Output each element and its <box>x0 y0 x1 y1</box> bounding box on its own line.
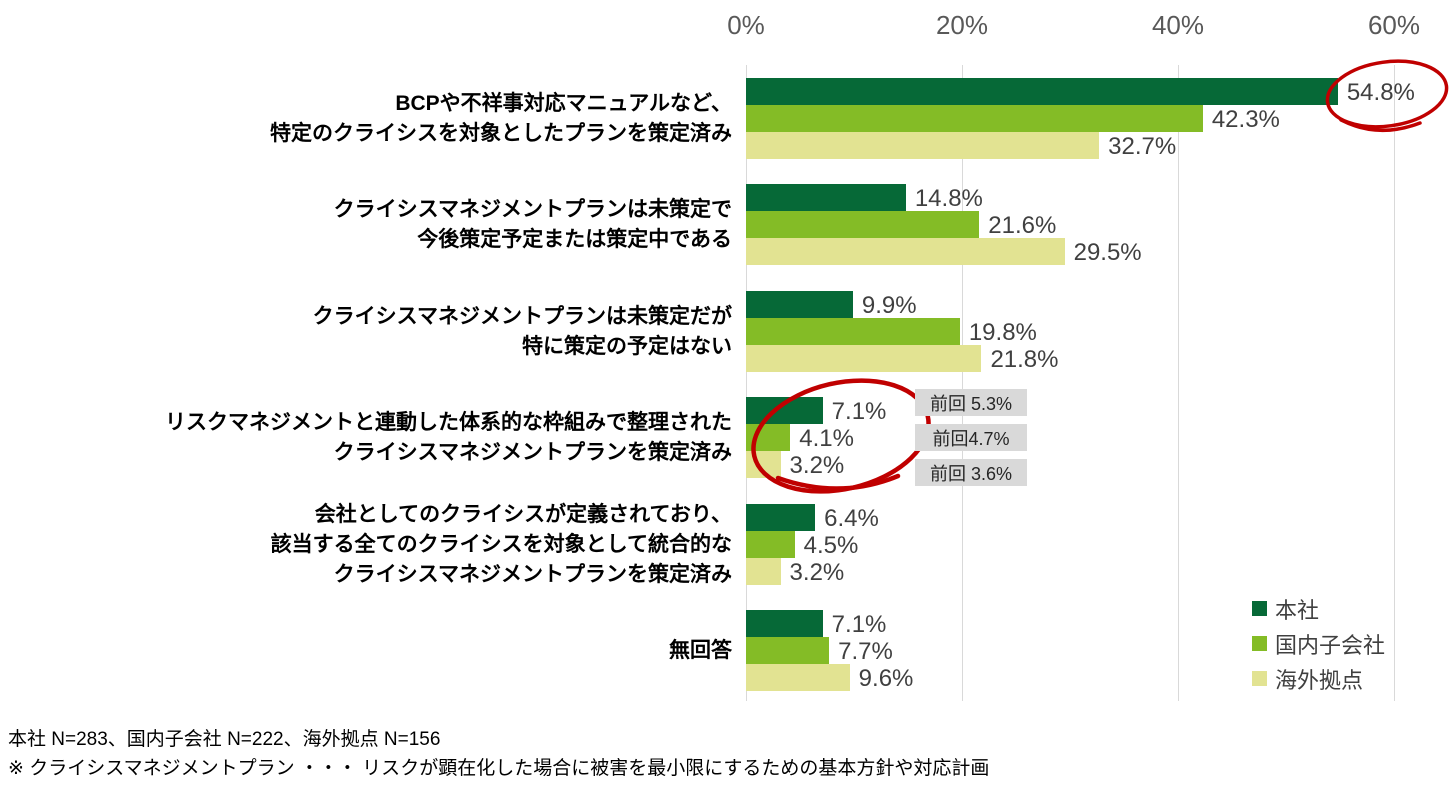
gridline <box>962 65 963 701</box>
category-label-line: BCPや不祥事対応マニュアルなど、 <box>395 91 732 115</box>
value-label: 4.1% <box>799 425 854 452</box>
bar-series-1 <box>746 424 791 451</box>
value-label: 3.2% <box>789 559 845 586</box>
bar-series-0 <box>746 78 1338 105</box>
category-label: BCPや不祥事対応マニュアルなど、特定のクライシスを対象としたプランを策定済み <box>10 73 732 164</box>
legend-label: 国内子会社 <box>1275 632 1386 658</box>
category-label-line: クライシスマネジメントプランを策定済み <box>333 440 732 464</box>
bar-series-1 <box>746 531 795 558</box>
category-label-line: クライシスマネジメントプランは未策定で <box>333 197 732 221</box>
bar-series-2 <box>746 238 1065 265</box>
bar-series-2 <box>746 558 781 585</box>
category-label-line: 特定のクライシスを対象としたプランを策定済み <box>270 121 732 145</box>
category-label-line: クライシスマネジメントプランは未策定だが <box>312 304 732 328</box>
bar-series-2 <box>746 451 781 478</box>
value-label: 7.1% <box>831 398 887 425</box>
bar-series-0 <box>746 610 823 637</box>
x-axis-tick-label: 60% <box>1367 10 1421 40</box>
category-label-line: 特に策定の予定はない <box>522 334 732 358</box>
value-label: 9.6% <box>858 665 914 692</box>
category-label: リスクマネジメントと連動した体系的な枠組みで整理されたクライシスマネジメントプラ… <box>10 392 732 483</box>
bar-series-2 <box>746 345 982 372</box>
category-label: 会社としてのクライシスが定義されており、該当する全てのクライシスを対象として統合… <box>10 499 732 590</box>
gridline <box>746 65 747 701</box>
category-label-line: リスクマネジメントと連動した体系的な枠組みで整理された <box>165 410 732 434</box>
bar-series-2 <box>746 132 1100 159</box>
previous-value-box: 前回4.7% <box>915 424 1027 451</box>
legend-label: 本社 <box>1275 597 1320 623</box>
value-label: 7.7% <box>838 638 893 665</box>
value-label: 7.1% <box>831 611 887 638</box>
legend-item: 海外拠点 <box>1252 661 1363 696</box>
previous-value-box: 前回 5.3% <box>915 389 1027 416</box>
bar-series-1 <box>746 105 1203 132</box>
gridline <box>1394 65 1395 701</box>
circle-annotation-54-8-tail <box>1339 118 1422 132</box>
footer-sample-sizes: 本社 N=283、国内子会社 N=222、海外拠点 N=156 <box>8 729 441 750</box>
x-axis-tick-label: 20% <box>935 10 989 40</box>
legend-swatch <box>1252 636 1267 651</box>
bar-series-1 <box>746 211 980 238</box>
value-label: 21.8% <box>990 346 1059 373</box>
legend-swatch <box>1252 601 1267 616</box>
bar-series-0 <box>746 184 906 211</box>
value-label: 32.7% <box>1108 133 1177 160</box>
bar-series-0 <box>746 504 816 531</box>
category-label: クライシスマネジメントプランは未策定だが特に策定の予定はない <box>10 286 732 377</box>
gridline <box>1178 65 1179 701</box>
legend-item: 国内子会社 <box>1252 626 1385 661</box>
value-label: 3.2% <box>789 452 845 479</box>
footer-definition-note: ※ クライシスマネジメントプラン ・・・ リスクが顕在化した場合に被害を最小限に… <box>8 758 990 779</box>
value-label: 19.8% <box>968 319 1037 346</box>
value-label: 6.4% <box>824 505 879 532</box>
value-label: 9.9% <box>861 292 917 319</box>
value-label: 54.8% <box>1346 79 1415 106</box>
value-label: 29.5% <box>1073 239 1142 266</box>
legend-swatch <box>1252 671 1267 686</box>
bar-series-0 <box>746 397 823 424</box>
legend-label: 海外拠点 <box>1275 667 1364 693</box>
bar-series-0 <box>746 291 853 318</box>
value-label: 14.8% <box>914 185 983 212</box>
category-label-line: クライシスマネジメントプランを策定済み <box>333 562 732 586</box>
value-label: 21.6% <box>988 212 1057 239</box>
category-label-line: 該当する全てのクライシスを対象として統合的な <box>270 532 732 556</box>
bar-series-1 <box>746 318 960 345</box>
category-label-line: 今後策定予定または策定中である <box>417 227 732 251</box>
value-label: 42.3% <box>1211 106 1280 133</box>
category-label-line: 無回答 <box>669 638 732 662</box>
category-label: 無回答 <box>10 605 732 696</box>
x-axis-tick-label: 0% <box>727 10 765 40</box>
legend-item: 本社 <box>1252 591 1319 626</box>
category-label: クライシスマネジメントプランは未策定で今後策定予定または策定中である <box>10 179 732 270</box>
bar-series-2 <box>746 664 850 691</box>
bar-series-1 <box>746 637 830 664</box>
previous-value-box: 前回 3.6% <box>915 459 1027 486</box>
x-axis-tick-label: 40% <box>1151 10 1205 40</box>
category-label-line: 会社としてのクライシスが定義されており、 <box>314 502 732 526</box>
value-label: 4.5% <box>803 532 859 559</box>
